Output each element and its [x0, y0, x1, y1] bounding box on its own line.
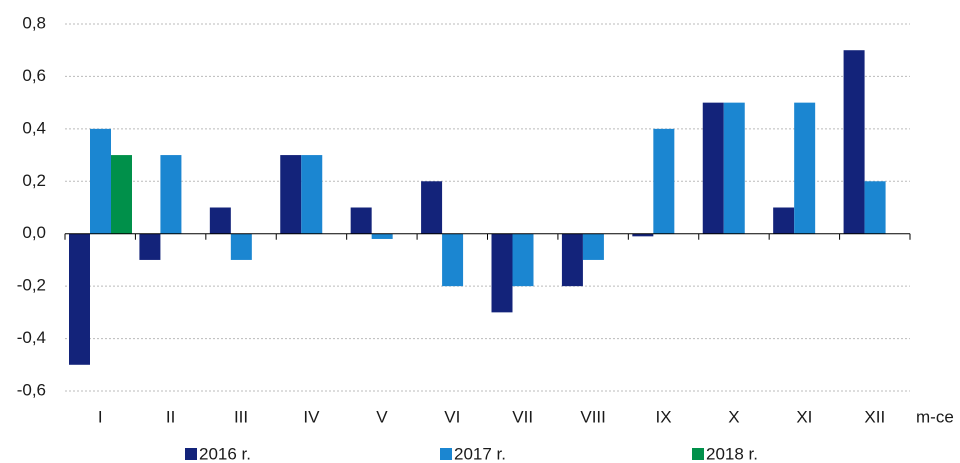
y-tick-label: -0,2	[17, 276, 46, 295]
legend-swatch	[440, 448, 452, 460]
bar	[230, 233, 252, 260]
bar	[350, 207, 372, 234]
legend-label: 2018 r.	[706, 444, 758, 463]
x-tick-label: II	[166, 407, 175, 426]
y-tick-label: 0,2	[22, 171, 46, 190]
y-tick-label: -0,6	[17, 380, 46, 399]
x-axis-label: m-ce	[916, 407, 954, 426]
bar	[561, 233, 583, 287]
bar	[512, 233, 534, 287]
x-tick-label: VII	[512, 407, 533, 426]
x-tick-label: VI	[444, 407, 460, 426]
bar	[442, 233, 464, 287]
x-tick-label: VIII	[580, 407, 606, 426]
x-tick-label: XI	[796, 407, 812, 426]
legend-swatch	[185, 448, 197, 460]
bar	[280, 155, 302, 234]
bar	[111, 155, 132, 234]
bar	[794, 102, 816, 234]
bar	[773, 207, 795, 234]
bar	[702, 102, 724, 234]
bar	[209, 207, 231, 234]
x-tick-label: XII	[864, 407, 885, 426]
legend-label: 2017 r.	[454, 444, 506, 463]
x-tick-label: IV	[303, 407, 320, 426]
bar	[723, 102, 745, 234]
y-tick-label: 0,4	[22, 118, 46, 137]
y-tick-label: 0,6	[22, 66, 46, 85]
bar	[90, 128, 111, 234]
bar	[301, 155, 323, 234]
x-tick-label: I	[98, 407, 103, 426]
x-tick-label: V	[376, 407, 388, 426]
y-tick-label: -0,4	[17, 328, 46, 347]
bar	[371, 233, 393, 239]
x-tick-label: III	[234, 407, 248, 426]
bar	[582, 233, 604, 260]
bar	[160, 155, 182, 234]
bar	[139, 233, 161, 260]
x-tick-label: X	[728, 407, 739, 426]
legend-label: 2016 r.	[199, 444, 251, 463]
bar	[491, 233, 513, 313]
y-tick-label: 0,0	[22, 223, 46, 242]
bar	[653, 128, 675, 234]
y-tick-label: 0,8	[22, 13, 46, 32]
bar	[632, 233, 654, 237]
bar	[421, 181, 443, 234]
bar	[843, 50, 865, 234]
x-tick-label: IX	[656, 407, 672, 426]
legend-swatch	[692, 448, 704, 460]
bar	[864, 181, 886, 234]
bar	[69, 233, 90, 365]
